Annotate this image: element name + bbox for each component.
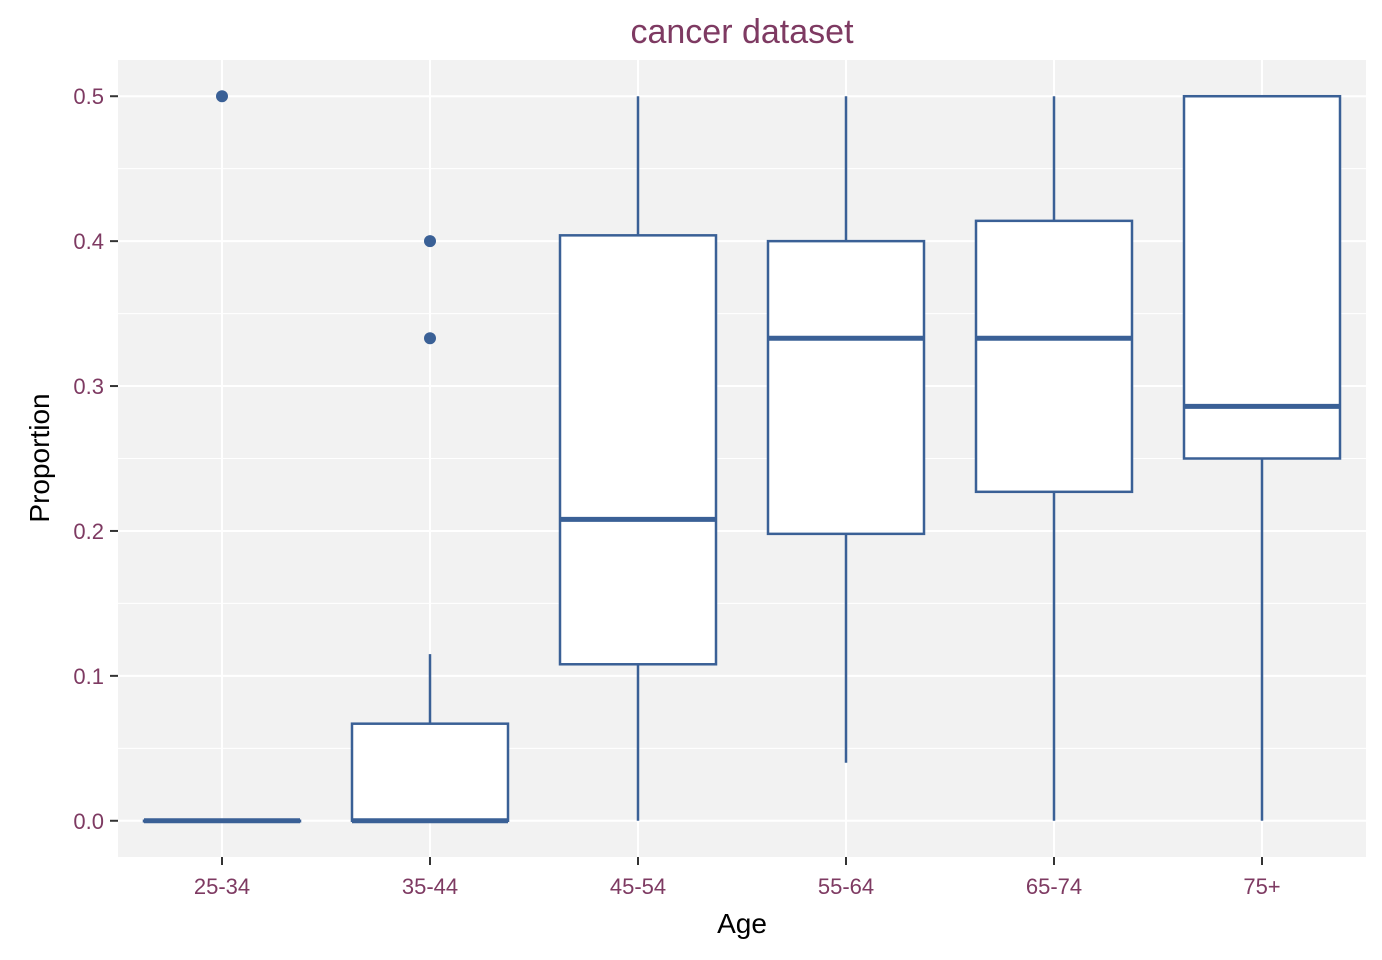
box-group-25-34: [142, 90, 302, 824]
x-axis: 25-34 35-44 45-54 55-64 65-74 75+: [194, 857, 1281, 899]
box-group-55-64: [766, 96, 926, 763]
x-tick-label: 55-64: [818, 874, 874, 899]
box-iqr: [1182, 94, 1342, 460]
box-group-45-54: [558, 96, 718, 821]
box-iqr: [350, 722, 510, 823]
y-axis-label: Proportion: [24, 393, 55, 522]
x-tick-label: 75+: [1243, 874, 1280, 899]
box-iqr: [974, 219, 1134, 494]
outlier-point: [216, 90, 228, 103]
y-axis: 0.0 0.1 0.2 0.3 0.4 0.5: [73, 84, 118, 834]
box-iqr: [766, 239, 926, 536]
y-tick-label: 0.1: [73, 664, 104, 689]
box-group-35-44: [350, 235, 510, 824]
box-group-65-74: [974, 96, 1134, 821]
chart-title: cancer dataset: [630, 13, 854, 51]
box-iqr: [558, 234, 718, 666]
y-tick-label: 0.4: [73, 229, 104, 254]
box-layer: [142, 90, 1342, 824]
box-group-75+: [1182, 94, 1342, 821]
y-tick-label: 0.0: [73, 809, 104, 834]
x-tick-label: 45-54: [610, 874, 666, 899]
x-tick-label: 65-74: [1026, 874, 1082, 899]
x-axis-label: Age: [717, 908, 767, 939]
outlier-point: [424, 235, 436, 248]
y-tick-label: 0.3: [73, 374, 104, 399]
y-tick-label: 0.5: [73, 84, 104, 109]
x-tick-label: 25-34: [194, 874, 250, 899]
outlier-point: [424, 332, 436, 345]
x-tick-label: 35-44: [402, 874, 458, 899]
y-tick-label: 0.2: [73, 519, 104, 544]
